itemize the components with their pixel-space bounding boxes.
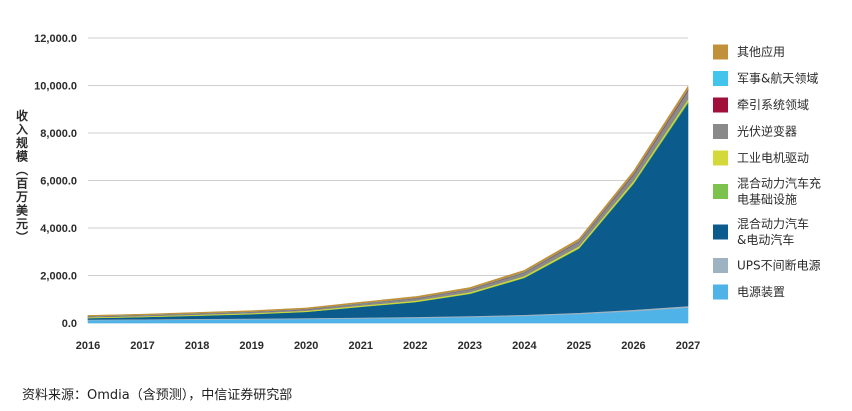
y-axis-label-char: 美 bbox=[16, 203, 29, 218]
y-tick-label: 12,000.0 bbox=[34, 33, 77, 45]
y-tick-label: 2,000.0 bbox=[40, 271, 77, 283]
legend-item: 光伏逆变器 bbox=[713, 124, 797, 139]
stacked-area-chart: 0.0 2,000.0 4,000.0 6,000.0 8,000.0 10,000.0 1… bbox=[15, 33, 821, 352]
x-tick-label: 2020 bbox=[294, 340, 318, 352]
legend-swatch bbox=[713, 150, 728, 166]
legend-label: 电源装置 bbox=[737, 285, 785, 299]
y-axis-label-char: 百 bbox=[16, 177, 28, 191]
x-tick-label: 2016 bbox=[76, 340, 100, 352]
legend-item: 混合动力汽车&电动汽车 bbox=[713, 216, 809, 247]
x-tick-label: 2027 bbox=[676, 340, 700, 352]
y-tick-label: 0.0 bbox=[62, 318, 77, 330]
area-series-layer bbox=[87, 85, 689, 324]
legend-item: 工业电机驱动 bbox=[713, 150, 809, 166]
y-axis-label-char: 模 bbox=[16, 149, 29, 164]
y-tick-label: 8,000.0 bbox=[40, 128, 77, 140]
y-axis-label-char: 入 bbox=[16, 123, 28, 137]
source-note: 资料来源：Omdia（含预测），中信证券研究部 bbox=[22, 388, 293, 403]
legend-item: 电源装置 bbox=[713, 284, 785, 300]
legend-item: 军事&航天领域 bbox=[713, 71, 818, 86]
legend-swatch bbox=[713, 71, 728, 86]
legend-item: 牵引系统领域 bbox=[713, 97, 809, 113]
legend-label: 混合动力汽车充电基础设施 bbox=[737, 176, 821, 207]
x-axis-ticks: 2016 2017 2018 2019 2020 2021 2022 2023 2024 2025… bbox=[76, 340, 700, 352]
x-tick-label: 2026 bbox=[621, 340, 645, 352]
legend-swatch bbox=[713, 97, 728, 113]
y-axis-label-char: 万 bbox=[15, 190, 28, 204]
x-tick-label: 2025 bbox=[567, 340, 591, 352]
legend-item: 其他应用 bbox=[713, 44, 785, 60]
legend: 其他应用军事&航天领域牵引系统领域光伏逆变器工业电机驱动混合动力汽车充电基础设施… bbox=[713, 44, 821, 300]
legend-item: UPS不间断电源 bbox=[713, 258, 821, 273]
legend-label: 光伏逆变器 bbox=[737, 124, 797, 139]
y-tick-label: 4,000.0 bbox=[40, 223, 77, 235]
legend-item: 混合动力汽车充电基础设施 bbox=[713, 176, 821, 207]
legend-swatch bbox=[713, 258, 728, 273]
x-tick-label: 2018 bbox=[185, 340, 209, 352]
x-tick-label: 2021 bbox=[348, 340, 372, 352]
area-series-8 bbox=[87, 85, 689, 317]
y-axis-label-char: ︶ bbox=[15, 230, 29, 245]
area-series-2 bbox=[87, 101, 689, 320]
y-axis-label-char: 元 bbox=[16, 217, 28, 231]
legend-label: 军事&航天领域 bbox=[737, 71, 818, 86]
x-tick-label: 2019 bbox=[239, 340, 263, 352]
legend-label: 混合动力汽车&电动汽车 bbox=[737, 216, 809, 247]
y-axis-label-char: 规 bbox=[16, 135, 28, 150]
y-axis-label-char: ︵ bbox=[15, 163, 29, 177]
legend-swatch bbox=[713, 184, 728, 199]
y-axis-ticks: 0.0 2,000.0 4,000.0 6,000.0 8,000.0 10,000.0 1… bbox=[34, 33, 77, 330]
y-tick-label: 6,000.0 bbox=[40, 176, 77, 188]
legend-label: 其他应用 bbox=[737, 44, 785, 59]
legend-swatch bbox=[713, 284, 728, 300]
x-tick-label: 2022 bbox=[403, 340, 427, 352]
legend-label: 牵引系统领域 bbox=[737, 98, 809, 112]
y-axis-label-char: 收 bbox=[16, 108, 28, 123]
x-tick-label: 2017 bbox=[130, 340, 154, 352]
legend-swatch bbox=[713, 124, 728, 139]
legend-label: UPS不间断电源 bbox=[737, 258, 821, 273]
x-tick-label: 2023 bbox=[458, 340, 482, 352]
x-tick-label: 2024 bbox=[512, 340, 537, 352]
gridlines bbox=[88, 37, 688, 324]
legend-swatch bbox=[713, 44, 728, 60]
legend-label: 工业电机驱动 bbox=[737, 151, 809, 165]
y-tick-label: 10,000.0 bbox=[34, 81, 77, 93]
legend-swatch bbox=[713, 224, 728, 240]
